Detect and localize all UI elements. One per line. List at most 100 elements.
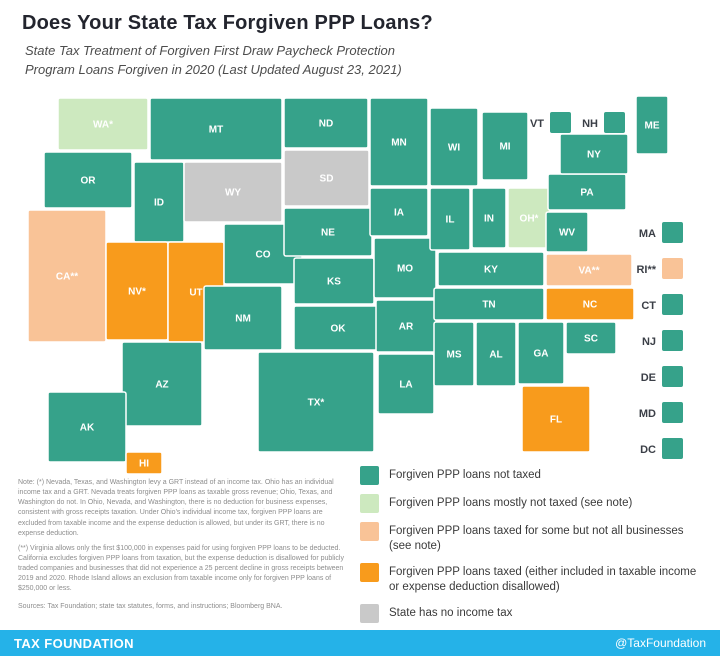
state-box-RI: RI** (636, 258, 683, 279)
page-title: Does Your State Tax Forgiven PPP Loans? (22, 12, 433, 34)
state-label-MO: MO (397, 264, 413, 275)
state-CA: CA** (27, 209, 107, 343)
state-GA: GA (517, 321, 565, 385)
state-label-GA: GA (534, 349, 549, 360)
state-label-PA: PA (580, 188, 593, 199)
state-box-label-MA: MA (639, 228, 656, 240)
state-box-label-NJ: NJ (642, 336, 656, 348)
legend-label-no_income_tax: State has no income tax (389, 606, 513, 619)
state-MS: MS (433, 321, 475, 387)
state-box-label-DC: DC (640, 444, 656, 456)
state-box-swatch-MA (662, 222, 683, 243)
state-label-FL: FL (550, 415, 562, 426)
state-IN: IN (471, 187, 507, 249)
state-label-MT: MT (209, 125, 223, 136)
state-box-NH: NH (582, 112, 625, 133)
state-TN: TN (433, 287, 545, 321)
state-box-swatch-MD (662, 402, 683, 423)
state-box-label-VT: VT (530, 118, 544, 130)
state-label-NV: NV* (128, 287, 146, 298)
state-NE: NE (283, 207, 373, 257)
state-box-swatch-CT (662, 294, 683, 315)
state-AR: AR (375, 299, 437, 353)
state-box-MA: MA (639, 222, 683, 243)
footer-brand: TAX FOUNDATION (14, 635, 134, 651)
state-label-OR: OR (81, 176, 97, 187)
state-box-DC: DC (640, 438, 683, 459)
state-OK: OK (293, 305, 383, 351)
state-ND: ND (283, 97, 369, 149)
state-MO: MO (373, 237, 437, 299)
state-box-swatch-NJ (662, 330, 683, 351)
state-OH: OH* (507, 187, 551, 249)
state-NC: NC (545, 287, 635, 321)
subtitle: State Tax Treatment of Forgiven First Dr… (25, 42, 402, 80)
state-label-ND: ND (319, 119, 333, 130)
state-label-ME: ME (645, 121, 660, 132)
state-label-AL: AL (489, 350, 502, 361)
state-NV: NV* (105, 241, 169, 341)
state-MN: MN (369, 97, 429, 187)
sources-line: Sources: Tax Foundation; state tax statu… (18, 602, 283, 610)
footer-bar: TAX FOUNDATION @TaxFoundation (0, 630, 720, 656)
state-label-KS: KS (327, 277, 341, 288)
state-box-swatch-DE (662, 366, 683, 387)
state-label-IN: IN (484, 214, 494, 225)
state-label-ID: ID (154, 198, 164, 209)
state-label-IA: IA (394, 208, 404, 219)
notes-block: Note: (*) Nevada, Texas, and Washington … (18, 478, 348, 617)
state-label-MI: MI (499, 142, 510, 153)
legend-swatch-no_income_tax (360, 603, 379, 623)
state-WV: WV (545, 211, 589, 253)
state-FL: FL (521, 385, 591, 453)
state-label-NM: NM (235, 314, 251, 325)
legend-item-no_income_tax: State has no income tax (360, 603, 708, 623)
legend-swatch-taxed (360, 562, 379, 582)
state-label-SC: SC (584, 334, 598, 345)
state-WI: WI (429, 107, 479, 187)
state-label-NE: NE (321, 228, 335, 239)
state-SC: SC (565, 321, 617, 355)
state-label-NC: NC (583, 300, 597, 311)
state-VA: VA** (545, 253, 633, 287)
state-label-HI: HI (139, 459, 149, 470)
state-AK: AK (47, 391, 127, 463)
state-NY: NY (559, 133, 629, 175)
state-box-label-CT: CT (641, 300, 656, 312)
state-box-NJ: NJ (642, 330, 683, 351)
state-label-NY: NY (587, 150, 601, 161)
state-label-AZ: AZ (155, 380, 168, 391)
state-label-OK: OK (331, 324, 347, 335)
state-label-OH: OH* (520, 214, 539, 225)
note-grt: Note: (*) Nevada, Texas, and Washington … (18, 479, 334, 537)
legend-item-taxed: Forgiven PPP loans taxed (either include… (360, 562, 708, 595)
state-OR: OR (43, 151, 133, 209)
state-label-WY: WY (225, 188, 241, 199)
state-MT: MT (149, 97, 283, 161)
legend-label-not_taxed: Forgiven PPP loans not taxed (389, 469, 541, 481)
legend-label-taxed: Forgiven PPP loans taxed (either include… (389, 565, 697, 593)
legend-label-mostly_not_taxed: Forgiven PPP loans mostly not taxed (see… (389, 497, 633, 509)
state-MI: MI (481, 111, 529, 181)
state-label-TN: TN (482, 300, 495, 311)
state-WY: WY (183, 161, 283, 223)
state-label-WV: WV (559, 228, 575, 239)
state-WA: WA* (57, 97, 149, 151)
state-label-SD: SD (320, 174, 334, 185)
state-box-CT: CT (641, 294, 683, 315)
state-label-KY: KY (484, 265, 498, 276)
state-box-swatch-RI (662, 258, 683, 279)
state-SD: SD (283, 149, 370, 207)
state-label-UT: UT (189, 288, 202, 299)
state-label-VA: VA** (579, 266, 600, 277)
legend-swatch-mostly_not_taxed (360, 494, 379, 513)
legend-item-mostly_not_taxed: Forgiven PPP loans mostly not taxed (see… (360, 494, 708, 513)
state-HI: HI (125, 451, 163, 475)
legend: Forgiven PPP loans not taxed Forgiven PPP… (360, 466, 708, 632)
state-IL: IL (429, 187, 471, 251)
state-label-WI: WI (448, 143, 460, 154)
state-label-AR: AR (399, 322, 414, 333)
state-label-IL: IL (446, 215, 455, 226)
